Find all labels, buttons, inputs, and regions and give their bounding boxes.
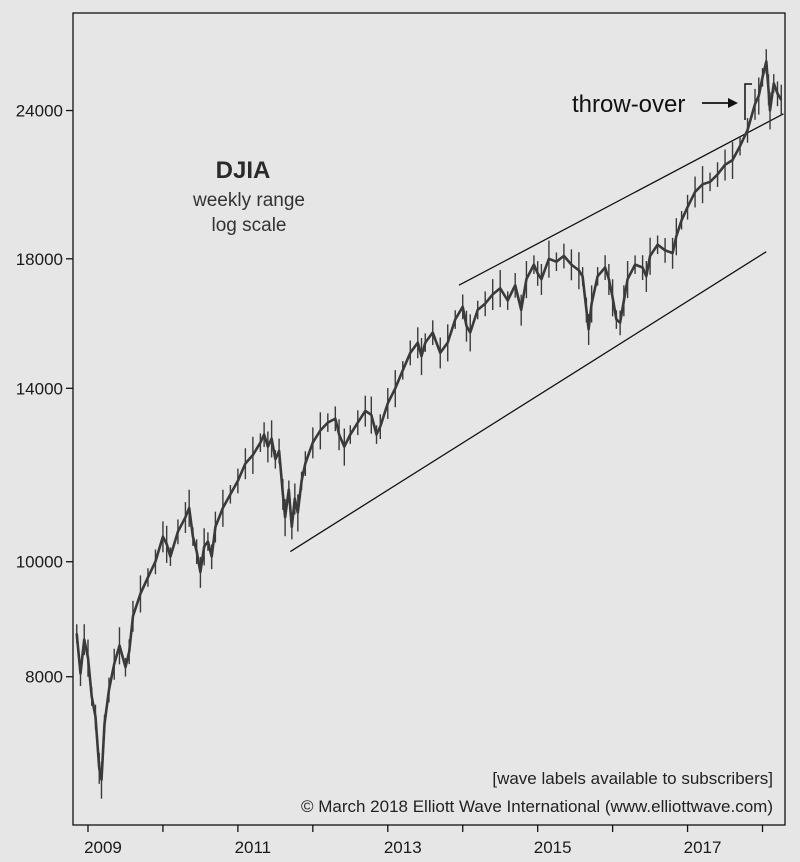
- chart-subtitle-line-1: weekly range: [192, 190, 305, 211]
- throw-over-bracket: [744, 83, 752, 120]
- throw-over-arrowhead: [728, 98, 738, 108]
- y-tick-label: 24000: [16, 102, 63, 121]
- x-tick-label: 2017: [684, 838, 722, 857]
- y-tick-label: 10000: [16, 553, 63, 572]
- x-tick-label: 2009: [84, 838, 122, 857]
- x-tick-label: 2015: [534, 838, 572, 857]
- lower-channel-line: [290, 251, 767, 553]
- x-axis: 2009 2011 2013 2015 2017: [84, 825, 764, 857]
- footer-copyright: © March 2018 Elliott Wave International …: [301, 797, 773, 816]
- channel-lines: [290, 113, 784, 553]
- x-tick-label: 2011: [235, 838, 272, 857]
- price-series: [75, 49, 783, 799]
- x-tick-label: 2013: [384, 838, 422, 857]
- throw-over-label: throw-over: [572, 91, 685, 118]
- y-axis: 8000 10000 14000 18000 24000: [16, 102, 73, 687]
- plot-frame: [72, 12, 786, 826]
- upper-channel-line: [458, 113, 784, 286]
- chart-subtitle-line-2: log scale: [212, 215, 287, 236]
- throw-over-annotation: throw-over: [572, 83, 752, 120]
- y-tick-label: 18000: [16, 250, 63, 269]
- y-tick-label: 8000: [25, 668, 63, 687]
- footer-subscribers-note: [wave labels available to subscribers]: [492, 769, 773, 788]
- y-tick-label: 14000: [16, 379, 63, 398]
- chart-title: DJIA: [216, 157, 271, 184]
